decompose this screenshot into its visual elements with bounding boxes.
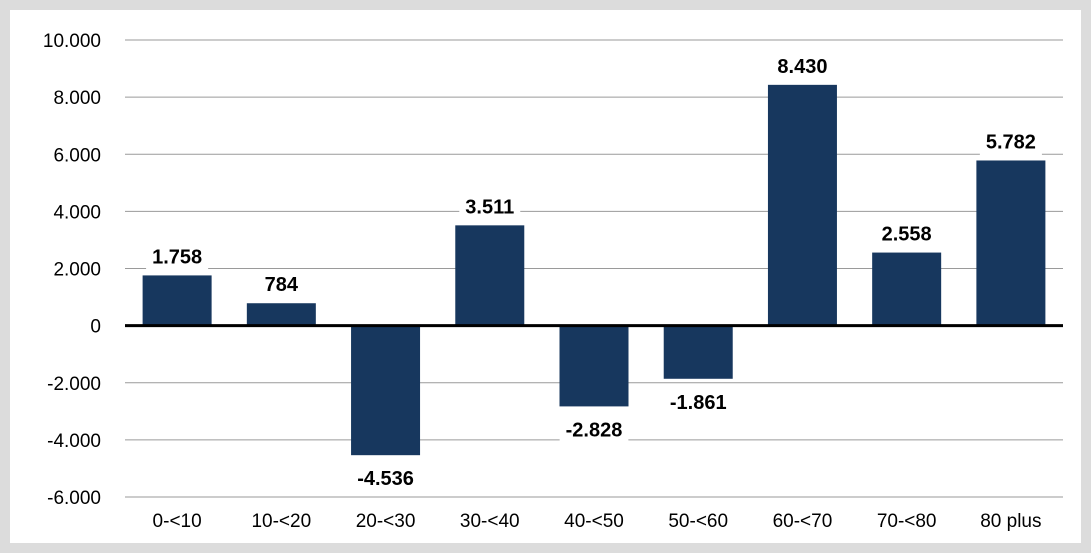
y-tick-label: -4.000 (47, 431, 101, 452)
x-tick-label: 70-<80 (877, 511, 937, 532)
bars (142, 84, 1046, 456)
x-axis-ticks: 0-<10 10-<20 20-<30 30-<40 40-<50 50-<60 60-<7… (153, 511, 1042, 532)
data-labels: 1.758 784 -4.536 3.511 -2.828 -1.861 8.430 2.55… (146, 52, 1042, 494)
x-tick-label: 60-<70 (773, 511, 833, 532)
data-label-background (146, 243, 209, 272)
bar (976, 160, 1046, 326)
y-tick-label: 0 (90, 317, 101, 338)
bar (351, 325, 421, 456)
y-tick-label: 2.000 (53, 260, 101, 281)
data-label-background (875, 220, 938, 249)
data-label: 784 (265, 274, 299, 296)
y-tick-label: 4.000 (53, 202, 101, 223)
y-axis-ticks: -6.000 -4.000 -2.000 0 2.000 4.000 6.000 8.000 1… (43, 31, 101, 509)
bar (455, 225, 525, 326)
data-label-background (351, 465, 420, 494)
x-tick-label: 20-<30 (356, 511, 416, 532)
x-tick-label: 30-<40 (460, 511, 520, 532)
bar (246, 303, 316, 326)
data-label-background (663, 388, 733, 417)
bar (142, 275, 212, 326)
data-label-background (771, 52, 834, 81)
y-tick-label: 10.000 (43, 31, 101, 52)
x-tick-label: 10-<20 (251, 511, 311, 532)
data-label-background (559, 416, 629, 445)
data-label: -2.828 (566, 419, 623, 441)
bar (559, 325, 629, 407)
bar (872, 252, 942, 326)
x-tick-label: 40-<50 (564, 511, 624, 532)
data-label: -4.536 (357, 468, 414, 490)
y-tick-label: -2.000 (47, 374, 101, 395)
x-tick-label: 80 plus (980, 511, 1041, 532)
data-label: 5.782 (986, 131, 1036, 153)
data-label: 1.758 (152, 246, 202, 268)
data-label-background (459, 193, 521, 222)
x-tick-label: 50-<60 (668, 511, 728, 532)
data-label: 2.558 (882, 224, 932, 246)
y-tick-label: 8.000 (53, 88, 101, 109)
x-tick-label: 0-<10 (153, 511, 202, 532)
data-label-background (258, 271, 305, 300)
data-label: -1.861 (670, 392, 727, 414)
bar (663, 325, 733, 379)
y-tick-label: 6.000 (53, 145, 101, 166)
data-label: 8.430 (777, 56, 827, 78)
data-label: 3.511 (465, 196, 514, 218)
bar (767, 84, 837, 326)
y-tick-label: -6.000 (47, 488, 101, 509)
data-label-background (979, 128, 1042, 157)
